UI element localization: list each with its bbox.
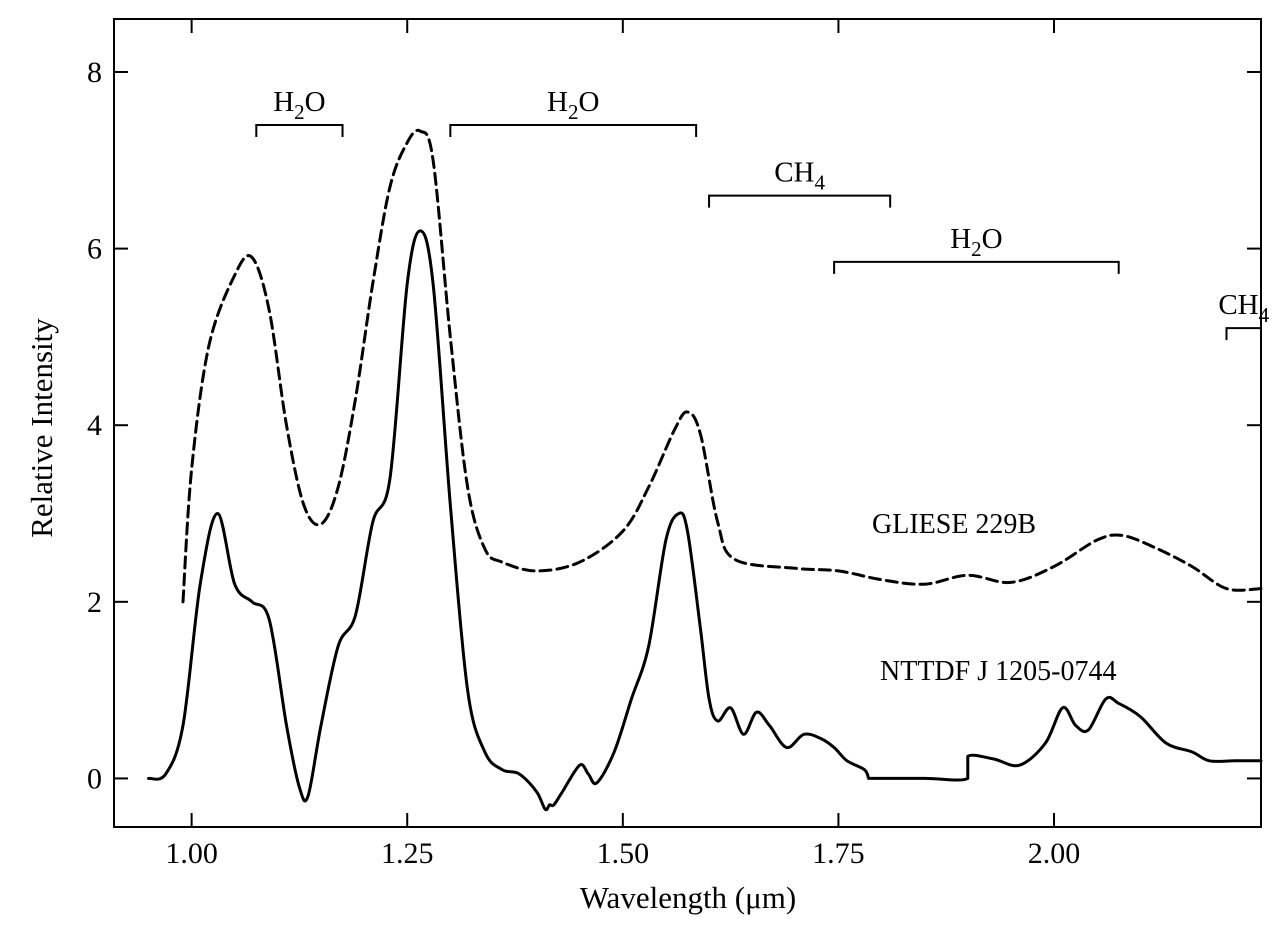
x-tick-label: 1.50 <box>597 837 650 870</box>
band-label: H2O <box>273 86 325 124</box>
band-label: H2O <box>950 223 1002 261</box>
y-tick-label: 4 <box>87 409 102 442</box>
y-tick-label: 2 <box>87 586 102 619</box>
absorption-bands: H2O H2O CH4 H2O CH4 <box>255 86 1270 341</box>
axis-ticks: 1.00 1.25 1.50 1.75 2.00 0 2 4 6 8 <box>87 19 1261 870</box>
series-line-nttdf <box>146 229 1263 812</box>
y-axis-title: Relative Intensity <box>24 318 59 538</box>
x-tick-label: 1.75 <box>812 837 865 870</box>
y-tick-label: 0 <box>87 762 102 795</box>
band-bracket <box>708 194 892 208</box>
band-bracket <box>1225 327 1262 341</box>
x-tick-label: 1.25 <box>381 837 434 870</box>
band-bracket <box>255 123 344 137</box>
x-tick-label: 1.00 <box>165 837 218 870</box>
x-tick-label: 2.00 <box>1028 837 1081 870</box>
band-label: H2O <box>547 86 599 124</box>
series-label-gliese: GLIESE 229B <box>872 509 1036 540</box>
band-label: CH4 <box>774 157 825 195</box>
series-label-nttdf: NTTDF J 1205-0744 <box>880 656 1116 687</box>
band-label: CH4 <box>1218 289 1269 327</box>
y-tick-label: 8 <box>87 56 102 89</box>
band-bracket <box>449 123 698 137</box>
band-bracket <box>833 260 1120 274</box>
series-line-gliese <box>181 128 1263 604</box>
series-curves <box>146 128 1263 812</box>
x-axis-title: Wavelength (μm) <box>580 880 796 915</box>
plot-frame <box>113 18 1262 828</box>
y-tick-label: 6 <box>87 233 102 266</box>
